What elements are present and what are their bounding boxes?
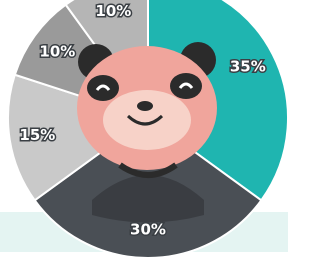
- slice-label: 30%: [130, 221, 166, 239]
- panda-muzzle: [103, 90, 191, 150]
- panda-nose: [137, 101, 153, 111]
- panda-illustration: [77, 42, 217, 223]
- chart: 35% 30% 15% 10% 10%: [0, 0, 288, 258]
- slice-label: 10%: [95, 2, 131, 20]
- slice-label: 15%: [19, 126, 55, 144]
- panda-eye-patch: [170, 73, 202, 99]
- panda-eye-patch: [87, 75, 119, 101]
- slice-label: 10%: [39, 43, 75, 61]
- slice-label: 35%: [230, 58, 266, 76]
